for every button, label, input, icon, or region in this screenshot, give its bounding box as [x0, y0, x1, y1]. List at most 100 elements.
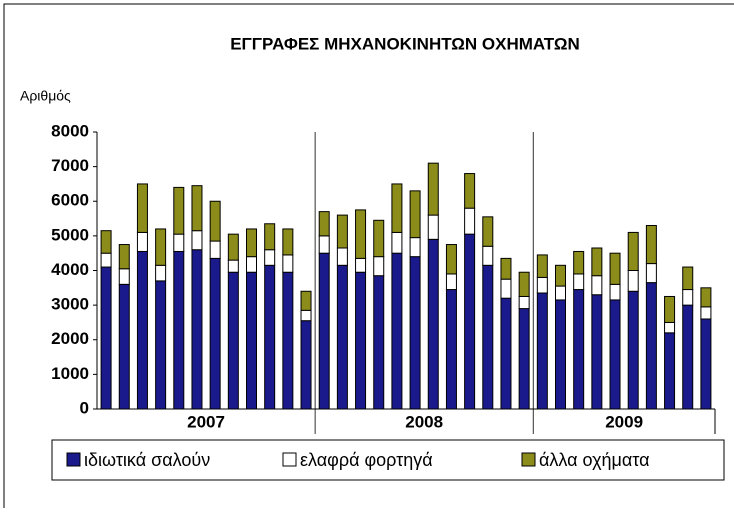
y-tick-label: 8000	[51, 121, 89, 140]
bar-segment	[664, 295, 676, 323]
bar-segment	[118, 283, 130, 410]
bar-segment	[300, 290, 312, 311]
bar-segment	[282, 228, 294, 256]
bar-segment	[264, 223, 276, 251]
bar-segment	[100, 230, 112, 254]
bar-segment	[500, 297, 512, 410]
bar-segment	[409, 190, 421, 239]
bar-segment	[227, 259, 239, 273]
legend-box	[51, 439, 725, 481]
bar-segment	[409, 256, 421, 410]
bar-segment	[136, 250, 148, 410]
bar-segment	[682, 304, 694, 410]
bar-segment	[155, 228, 167, 266]
bar-segment	[427, 214, 439, 240]
bar-segment	[464, 233, 476, 410]
bar-segment	[136, 231, 148, 252]
bar-segment	[445, 244, 457, 275]
x-group-label: 2008	[405, 412, 443, 431]
bar-segment	[609, 299, 621, 410]
bar-segment	[445, 273, 457, 291]
bar-segment	[682, 266, 694, 291]
bar-segment	[191, 185, 203, 232]
bar-segment	[373, 256, 385, 277]
bar-segment	[300, 309, 312, 322]
bar-segment	[155, 264, 167, 282]
bar-segment	[664, 321, 676, 334]
bar-segment	[645, 263, 657, 284]
bar-segment	[700, 318, 712, 410]
y-tick-label: 7000	[51, 156, 89, 175]
legend-label: άλλα οχήματα	[539, 450, 650, 470]
bar-segment	[573, 289, 585, 410]
bar-segment	[318, 252, 330, 410]
bar-segment	[391, 252, 403, 410]
bar-segment	[664, 332, 676, 410]
bar-segment	[427, 162, 439, 216]
chart-title: ΕΓΓΡΑΦΕΣ ΜΗΧΑΝΟΚΙΝΗΤΩΝ ΟΧΗΜΑΤΩΝ	[230, 34, 580, 53]
bar-segment	[227, 271, 239, 410]
bar-segment	[209, 200, 221, 242]
bar-segment	[118, 268, 130, 285]
bar-segment	[155, 280, 167, 410]
bar-segment	[373, 219, 385, 258]
bar-segment	[645, 282, 657, 410]
bar-segment	[682, 289, 694, 306]
bar-segment	[700, 306, 712, 320]
bar-segment	[482, 264, 494, 410]
bar-segment	[627, 290, 639, 410]
y-tick-label: 4000	[51, 260, 89, 279]
bar-segment	[282, 254, 294, 273]
legend-swatch	[282, 452, 297, 467]
bar-segment	[191, 230, 203, 251]
bar-segment	[191, 249, 203, 410]
legend-label: ιδιωτικά σαλούν	[84, 450, 210, 470]
bar-segment	[573, 273, 585, 291]
bar-segment	[173, 186, 185, 235]
bar-segment	[609, 252, 621, 285]
bar-segment	[246, 256, 257, 273]
bar-segment	[464, 173, 476, 209]
bar-segment	[445, 289, 457, 410]
bar-segment	[373, 275, 385, 410]
bar-segment	[555, 285, 566, 301]
bar-segment	[100, 266, 112, 410]
bar-segment	[591, 294, 603, 410]
bar-segment	[264, 264, 276, 410]
legend-swatch	[521, 452, 536, 467]
chart-frame	[3, 3, 734, 513]
bar-segment	[518, 295, 530, 310]
bar-segment	[118, 244, 130, 270]
x-group-label: 2007	[187, 412, 225, 431]
bar-segment	[536, 254, 548, 278]
bar-segment	[355, 209, 367, 259]
bar-segment	[391, 183, 403, 233]
bar-segment	[645, 224, 657, 265]
bar-segment	[591, 247, 603, 277]
bar-segment	[209, 240, 221, 259]
bar-segment	[518, 308, 530, 410]
bar-segment	[591, 275, 603, 296]
bar-segment	[227, 233, 239, 261]
bar-segment	[246, 228, 257, 258]
x-group-label: 2009	[605, 412, 643, 431]
bar-segment	[336, 247, 348, 266]
bar-segment	[282, 271, 294, 410]
bar-segment	[627, 270, 639, 292]
bar-segment	[555, 264, 566, 287]
y-tick-label: 3000	[51, 295, 89, 314]
bar-segment	[609, 283, 621, 301]
bar-segment	[482, 216, 494, 247]
y-axis-label: Αριθμός	[20, 88, 71, 104]
y-tick-label: 6000	[51, 191, 89, 210]
bar-segment	[536, 276, 548, 294]
bar-segment	[318, 235, 330, 254]
bar-segment	[700, 287, 712, 308]
bar-segment	[536, 292, 548, 410]
bar-segment	[464, 207, 476, 235]
bar-segment	[136, 183, 148, 233]
legend-label: ελαφρά φορτηγά	[300, 450, 433, 470]
bar-segment	[355, 257, 367, 273]
y-tick-label: 0	[80, 398, 89, 417]
